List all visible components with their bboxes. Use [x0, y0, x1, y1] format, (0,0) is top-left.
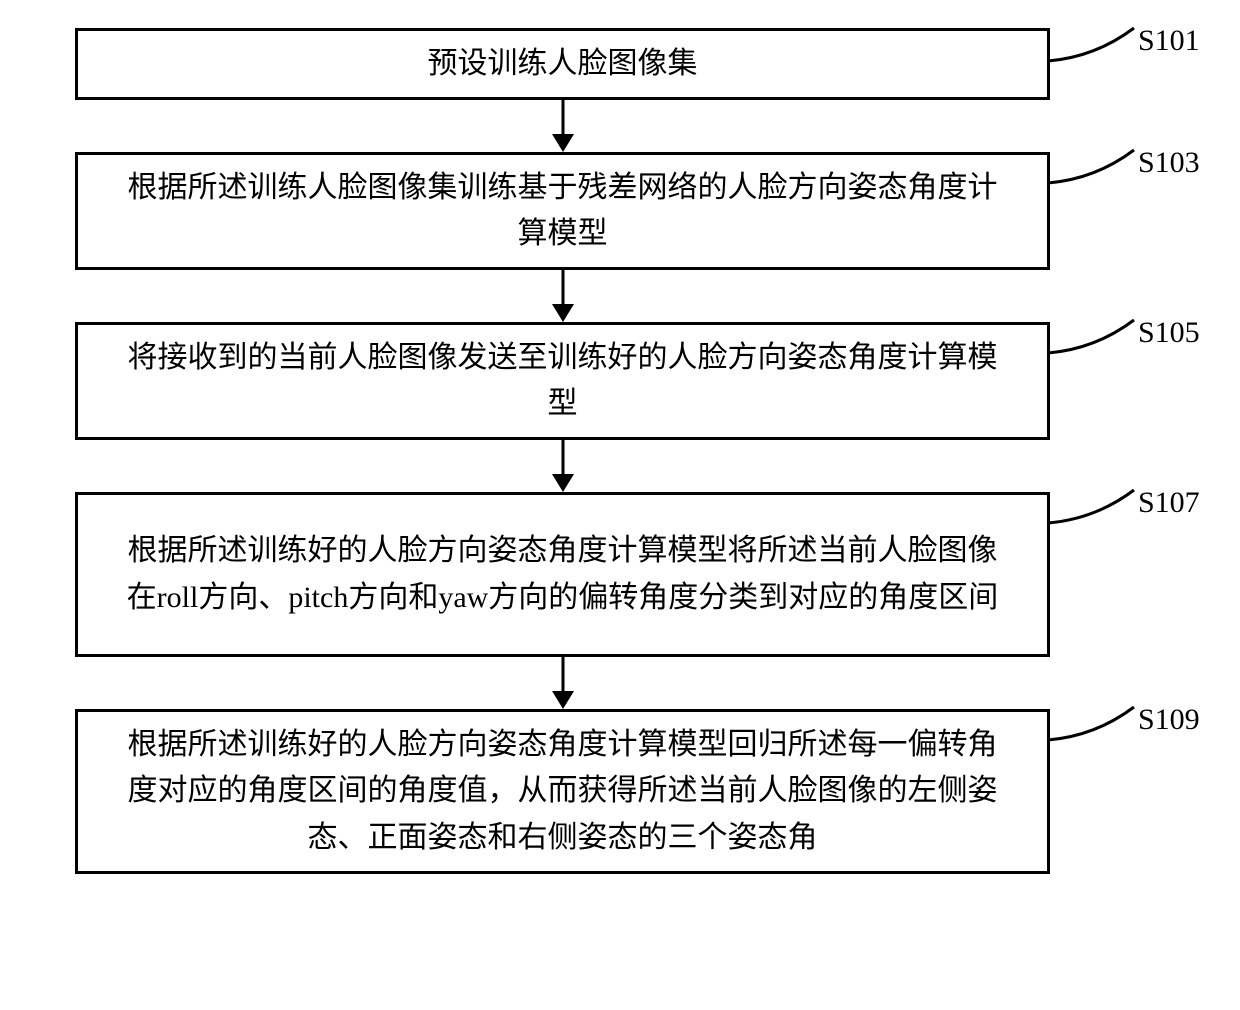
flowchart-box: 根据所述训练好的人脸方向姿态角度计算模型将所述当前人脸图像在roll方向、pit… [75, 492, 1050, 657]
arrow-down [75, 657, 1050, 709]
step-label: S107 [1138, 486, 1200, 520]
arrow-icon [549, 440, 577, 492]
connector-curve [1046, 140, 1136, 185]
step-label-wrap: S101 [1046, 18, 1200, 63]
flowchart-box-text: 将接收到的当前人脸图像发送至训练好的人脸方向姿态角度计算模型 [118, 335, 1007, 428]
flowchart-box-text: 根据所述训练好的人脸方向姿态角度计算模型将所述当前人脸图像在roll方向、pit… [118, 528, 1007, 621]
step-label-wrap: S109 [1046, 697, 1200, 742]
step-row: 将接收到的当前人脸图像发送至训练好的人脸方向姿态角度计算模型 S105 [75, 322, 1165, 440]
flowchart-box: 将接收到的当前人脸图像发送至训练好的人脸方向姿态角度计算模型 [75, 322, 1050, 440]
flowchart-box-text: 根据所述训练好的人脸方向姿态角度计算模型回归所述每一偏转角度对应的角度区间的角度… [118, 722, 1007, 862]
step-label-wrap: S105 [1046, 310, 1200, 355]
connector-curve [1046, 697, 1136, 742]
step-label: S109 [1138, 703, 1200, 737]
arrow-down [75, 440, 1050, 492]
connector-curve [1046, 310, 1136, 355]
flowchart-container: 预设训练人脸图像集 S101 根据所述训练人脸图像集训练基于残差网络的人脸方向姿… [75, 28, 1165, 874]
flowchart-box-text: 预设训练人脸图像集 [428, 41, 698, 88]
arrow-down [75, 100, 1050, 152]
connector-curve [1046, 480, 1136, 525]
flowchart-box: 根据所述训练人脸图像集训练基于残差网络的人脸方向姿态角度计算模型 [75, 152, 1050, 270]
step-label: S101 [1138, 24, 1200, 58]
step-row: 预设训练人脸图像集 S101 [75, 28, 1165, 100]
arrow-icon [549, 657, 577, 709]
connector-curve [1046, 18, 1136, 63]
flowchart-box: 预设训练人脸图像集 [75, 28, 1050, 100]
step-label: S105 [1138, 316, 1200, 350]
step-label-wrap: S107 [1046, 480, 1200, 525]
step-row: 根据所述训练好的人脸方向姿态角度计算模型回归所述每一偏转角度对应的角度区间的角度… [75, 709, 1165, 874]
step-row: 根据所述训练人脸图像集训练基于残差网络的人脸方向姿态角度计算模型 S103 [75, 152, 1165, 270]
flowchart-box-text: 根据所述训练人脸图像集训练基于残差网络的人脸方向姿态角度计算模型 [118, 165, 1007, 258]
arrow-down [75, 270, 1050, 322]
arrow-icon [549, 100, 577, 152]
arrow-icon [549, 270, 577, 322]
step-label: S103 [1138, 146, 1200, 180]
step-label-wrap: S103 [1046, 140, 1200, 185]
step-row: 根据所述训练好的人脸方向姿态角度计算模型将所述当前人脸图像在roll方向、pit… [75, 492, 1165, 657]
flowchart-box: 根据所述训练好的人脸方向姿态角度计算模型回归所述每一偏转角度对应的角度区间的角度… [75, 709, 1050, 874]
